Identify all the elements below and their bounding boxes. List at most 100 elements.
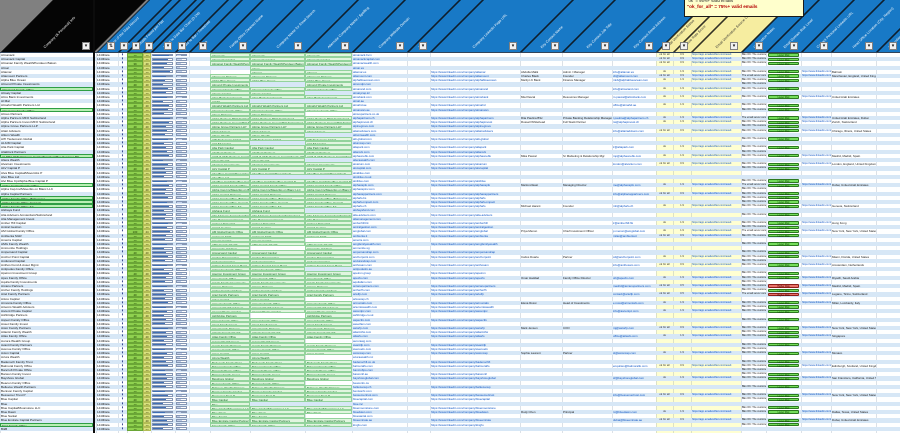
table-row[interactable]: Anchor Point Capital 1440Data ▮ 40 40 Anchor … bbox=[0, 254, 900, 259]
website-link[interactable]: alphablueocean.com bbox=[353, 78, 380, 83]
company-linkedin-link[interactable]: https://www.linkedin.com/company/amgloba… bbox=[431, 229, 488, 234]
contact-email-link[interactable]: enquiries@balmoralfo.com bbox=[613, 363, 648, 368]
verification-source-link[interactable]: https://app.emailverifier.com/result bbox=[692, 57, 732, 61]
website-link[interactable]: almahd.ae bbox=[353, 103, 367, 108]
verification-source-link[interactable]: https://app.emailverifier.com/result bbox=[692, 153, 732, 157]
company-name-cell[interactable]: Almond Private Investments bbox=[1, 82, 40, 87]
company-name-cell[interactable]: Atlantic Family Wealth bbox=[1, 330, 32, 335]
table-row[interactable]: Beacon Family Office 1440Data ▮ 40 40 Beacon … bbox=[0, 380, 900, 385]
filter-dropdown-button[interactable]: ▾ bbox=[730, 42, 738, 50]
verification-source-link[interactable]: https://app.emailverifier.com/result bbox=[692, 74, 732, 77]
company-linkedin-link[interactable]: https://www.linkedin.com/company/anthosa… bbox=[431, 263, 489, 267]
verification-source-link[interactable]: https://app.emailverifier.com/result bbox=[692, 229, 732, 233]
personal-linkedin-link[interactable]: https://www.linkedin.com/in/profile bbox=[802, 292, 831, 296]
table-row[interactable]: Axion Capital 1440Data ▮ 40 40 Axion Capital A… bbox=[0, 351, 900, 356]
website-link[interactable]: amiralgestion.com bbox=[353, 225, 377, 230]
contact-email-link[interactable]: info@altamar.es bbox=[613, 69, 634, 74]
website-link[interactable]: astorfp.com bbox=[353, 326, 369, 330]
table-row[interactable]: Alshaya Fund 1440Data ▮ 40 40 Alshaya Fund Als… bbox=[0, 208, 900, 213]
verification-source-link[interactable]: https://app.emailverifier.com/result bbox=[692, 292, 732, 296]
filter-dropdown-button[interactable]: ▾ bbox=[341, 42, 349, 50]
sort-filter-button[interactable]: ⇅ bbox=[107, 42, 115, 50]
personal-linkedin-link[interactable]: https://www.linkedin.com/in/profile bbox=[802, 221, 831, 224]
personal-linkedin-link[interactable]: https://www.linkedin.com/in/profile bbox=[802, 128, 831, 132]
company-name-cell[interactable]: Andurand Capital bbox=[1, 258, 25, 263]
filter-dropdown-button[interactable]: ▾ bbox=[889, 42, 897, 50]
company-name-cell[interactable]: Benison Family Capital bbox=[1, 389, 33, 393]
table-row[interactable]: Alta Advisers Amsterdam/Switzerland 1440D… bbox=[0, 212, 900, 217]
table-row[interactable]: Archer Family Holdings 1440Data ▮ 40 40 Arche… bbox=[0, 288, 900, 293]
filter-dropdown-button[interactable]: ▾ bbox=[239, 42, 247, 50]
company-linkedin-link[interactable]: https://www.linkedin.com/company/ambient… bbox=[431, 233, 488, 238]
website-link[interactable]: alphafo-impact.com bbox=[353, 200, 379, 204]
website-link[interactable]: apeiron.group bbox=[353, 271, 371, 276]
company-name-cell[interactable]: Anchor Point Capital bbox=[1, 254, 30, 259]
company-linkedin-link[interactable]: https://www.linkedin.com/company/blueemi… bbox=[431, 418, 492, 423]
company-linkedin-link[interactable]: https://www.linkedin.com/company/avantif… bbox=[431, 342, 487, 347]
website-link[interactable]: altiumwealth.com bbox=[353, 132, 376, 137]
company-linkedin-link[interactable]: https://www.linkedin.com/company/amgfami… bbox=[431, 242, 498, 246]
company-linkedin-link[interactable]: https://www.linkedin.com/company/alphaca… bbox=[431, 191, 499, 196]
contact-email-link[interactable]: p.menon@amglobal.com bbox=[613, 229, 646, 234]
personal-linkedin-link[interactable]: https://www.linkedin.com/in/profile bbox=[802, 410, 831, 413]
company-linkedin-link[interactable]: https://www.linkedin.com/company/arielfp bbox=[431, 292, 484, 297]
company-linkedin-link[interactable]: https://www.linkedin.com/company/alviblu… bbox=[431, 179, 486, 183]
company-name-cell[interactable]: Altair Advisers bbox=[1, 128, 21, 133]
company-linkedin-link[interactable]: https://www.linkedin.com/company/apexfo bbox=[431, 275, 485, 280]
company-name-cell[interactable]: B&B bbox=[1, 426, 8, 431]
table-row[interactable]: Alpine Grove Partners LLP 1440Data ▮ 40 40 Al… bbox=[0, 124, 900, 129]
company-linkedin-link[interactable]: https://www.linkedin.com/company/besseme… bbox=[431, 393, 495, 398]
company-linkedin-link[interactable]: https://www.linkedin.com/company/alphafo bbox=[431, 204, 486, 209]
company-name-cell[interactable]: Ampersand Capital bbox=[1, 250, 28, 255]
table-row[interactable]: Alpha Partners Invest MFO Switzerland 144… bbox=[0, 120, 900, 125]
company-name-cell[interactable]: Axion Capital bbox=[1, 351, 20, 356]
table-row[interactable]: Alvi Blue Cpt/Alpha Blue Capital P 1440Da… bbox=[0, 179, 900, 183]
company-name-cell[interactable]: AlTi Tiedemann Global bbox=[1, 137, 33, 141]
company-linkedin-link[interactable]: https://www.linkedin.com/company/bluedaw… bbox=[431, 410, 489, 414]
table-row[interactable]: Almond Private Investments 1440Data ▮ 40 40 A… bbox=[0, 82, 900, 87]
company-linkedin-link[interactable]: https://www.linkedin.com/company/archerf… bbox=[431, 288, 487, 293]
company-name-cell[interactable]: ALPHA ONE Partners Capital/Family Office… bbox=[0, 153, 93, 158]
company-linkedin-link[interactable]: https://www.linkedin.com/company/bayshor… bbox=[431, 376, 496, 381]
company-name-cell[interactable]: Alpine Grove Partners LLP bbox=[1, 124, 38, 129]
website-link[interactable]: bellevuewp.ch bbox=[353, 384, 372, 389]
table-row[interactable]: Ariel Family Partners 1440Data ▮ 40 40 Ariel … bbox=[0, 292, 900, 297]
contact-email-link[interactable]: info@almarand.com bbox=[613, 86, 639, 91]
company-name-cell[interactable]: Anthos Fund & Asset Mgmt bbox=[1, 263, 39, 267]
website-link[interactable]: almatycap.kz bbox=[353, 90, 370, 95]
verification-source-link[interactable]: https://app.emailverifier.com/result bbox=[692, 233, 732, 237]
filter-dropdown-button[interactable]: ▾ bbox=[199, 42, 207, 50]
website-link[interactable]: alta-advisers.com bbox=[353, 212, 376, 217]
website-link[interactable]: almuspartners.co.uk bbox=[353, 111, 380, 116]
table-row[interactable]: Apex Family Office 1440Data ▮ 40 40 Apex Fami… bbox=[0, 275, 900, 280]
table-row[interactable]: Alms Bank Investments 1440Data ▮ 40 40 Alms B… bbox=[0, 95, 900, 99]
company-name-cell[interactable]: Alvarium Investments bbox=[1, 162, 31, 167]
verification-source-link[interactable]: https://app.emailverifier.com/result bbox=[692, 284, 732, 287]
table-row[interactable]: Almanac Family Wealth/Pendeen Bakun 1440D… bbox=[0, 61, 900, 66]
website-link[interactable]: armoniafo.com bbox=[353, 300, 373, 305]
company-name-cell[interactable]: Alvi Blue Cpt/Alpha Blue Capital P bbox=[1, 179, 48, 183]
company-linkedin-link[interactable]: https://www.linkedin.com/company/aspectf… bbox=[431, 317, 487, 322]
company-name-cell[interactable]: Arkos Capital bbox=[1, 296, 20, 301]
company-linkedin-link[interactable]: https://www.linkedin.com/company/atlanti… bbox=[431, 330, 489, 335]
company-name-cell[interactable]: Altamount Partners bbox=[1, 74, 28, 78]
company-name-cell[interactable]: Avanti Family Partners bbox=[1, 342, 33, 347]
personal-linkedin-link[interactable]: https://www.linkedin.com/in/profile bbox=[802, 95, 831, 98]
table-row[interactable]: Alpha Cap.Inv/Maveriks on Blanc LLC 1440D… bbox=[0, 187, 900, 192]
table-row[interactable]: Almar 1440Data ▮ 40 40 Almar almar.es bbox=[0, 65, 900, 70]
website-link[interactable]: almanack.bvm bbox=[353, 53, 372, 57]
website-link[interactable]: barwonfi.au bbox=[353, 372, 368, 377]
table-row[interactable]: Alpha Family Office (Bahamas) 1440Data ▮ 40… bbox=[0, 195, 900, 200]
website-link[interactable]: avenuefo.com bbox=[353, 347, 372, 351]
contact-email-link[interactable]: me@alphacapfo.com bbox=[613, 183, 641, 188]
table-row[interactable]: Badenoch Family Trust 1440Data ▮ 40 40 Badeno… bbox=[0, 359, 900, 364]
table-row[interactable]: Ampersand Capital 1440Data ▮ 40 40 Ampersand … bbox=[0, 250, 900, 255]
table-row[interactable]: Artemis Wealth Advisors 1440Data ▮ 40 40 Arte… bbox=[0, 305, 900, 309]
table-row[interactable]: Aspect Family Office 1440Data ▮ 40 40 Aspect … bbox=[0, 317, 900, 322]
contact-email-link[interactable]: r.paulina@alphapartners.ch bbox=[613, 116, 649, 120]
personal-linkedin-link[interactable]: https://www.linkedin.com/in/profile bbox=[802, 204, 831, 208]
table-row[interactable]: Altamar 1440Data ▮ 40 40 Altamar Altamar altama… bbox=[0, 69, 900, 74]
website-link[interactable]: ampersandcap.com bbox=[353, 250, 379, 255]
website-link[interactable]: almanackcapital.com bbox=[353, 57, 380, 62]
